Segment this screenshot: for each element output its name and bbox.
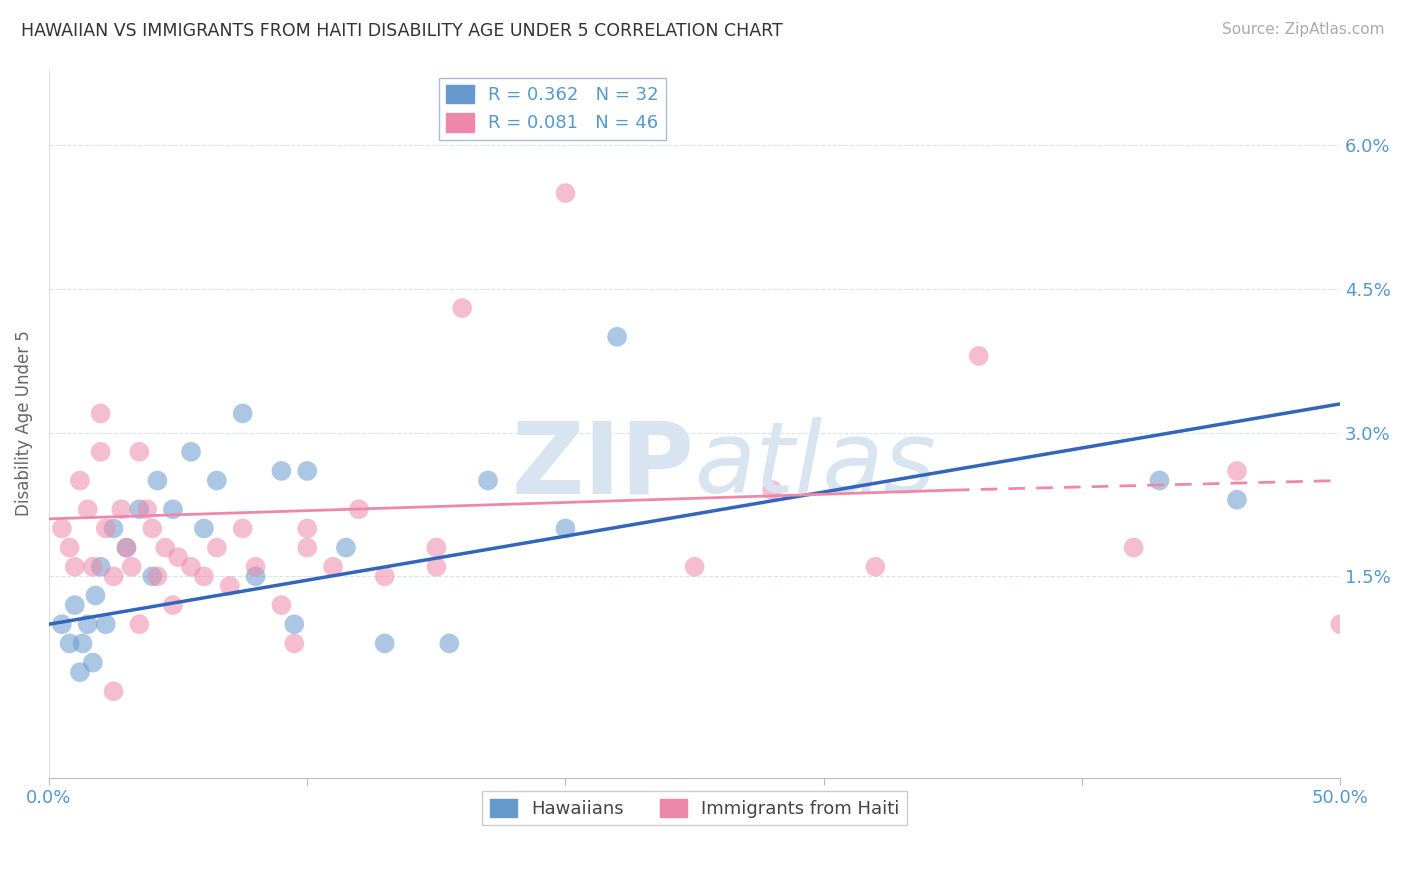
Point (51, 521, 73, 535)
Point (59, 541, 82, 555)
Point (153, 541, 176, 555)
Point (167, 550, 190, 565)
Point (1122, 541, 1144, 555)
Point (90, 444, 112, 458)
Text: atlas: atlas (695, 417, 936, 514)
Point (59, 636, 82, 650)
Point (1329, 617, 1351, 632)
Point (128, 617, 150, 632)
Point (335, 541, 357, 555)
Point (193, 521, 215, 535)
Point (1149, 474, 1171, 488)
Point (218, 579, 240, 593)
Point (270, 464, 292, 478)
Point (128, 444, 150, 458)
Point (103, 684, 125, 698)
Point (245, 559, 267, 574)
Point (115, 541, 138, 555)
Point (63, 598, 86, 612)
Point (180, 559, 202, 574)
Point (554, 521, 576, 535)
Point (146, 474, 169, 488)
Point (347, 502, 370, 516)
Point (63, 559, 86, 574)
Point (322, 559, 344, 574)
Point (205, 474, 228, 488)
Legend: Hawaiians, Immigrants from Haiti: Hawaiians, Immigrants from Haiti (482, 791, 907, 825)
Point (90, 407, 112, 421)
Point (205, 541, 228, 555)
Point (297, 521, 319, 535)
Point (554, 186, 576, 200)
Point (115, 541, 138, 555)
Point (451, 301, 474, 315)
Point (374, 569, 396, 583)
Point (94, 521, 117, 535)
Point (69, 474, 91, 488)
Point (141, 569, 163, 583)
Point (270, 598, 292, 612)
Text: Source: ZipAtlas.com: Source: ZipAtlas.com (1222, 22, 1385, 37)
Point (967, 349, 990, 363)
Point (162, 598, 184, 612)
Y-axis label: Disability Age Under 5: Disability Age Under 5 (15, 330, 32, 516)
Point (245, 569, 267, 583)
Point (477, 474, 499, 488)
Point (90, 559, 112, 574)
Point (103, 569, 125, 583)
Point (94, 617, 117, 632)
Point (761, 483, 783, 497)
Point (606, 330, 628, 344)
Point (141, 521, 163, 535)
Point (121, 559, 143, 574)
Point (425, 541, 447, 555)
Point (136, 502, 159, 516)
Point (162, 502, 184, 516)
Point (110, 502, 132, 516)
Point (82, 656, 104, 670)
Point (193, 569, 215, 583)
Point (76, 617, 98, 632)
Text: ZIP: ZIP (512, 417, 695, 514)
Point (51, 617, 73, 632)
Text: HAWAIIAN VS IMMIGRANTS FROM HAITI DISABILITY AGE UNDER 5 CORRELATION CHART: HAWAIIAN VS IMMIGRANTS FROM HAITI DISABI… (21, 22, 783, 40)
Point (283, 617, 305, 632)
Point (232, 521, 254, 535)
Point (425, 559, 447, 574)
Point (69, 665, 91, 680)
Point (297, 464, 319, 478)
Point (865, 559, 887, 574)
Point (180, 444, 202, 458)
Point (128, 502, 150, 516)
Point (283, 636, 305, 650)
Point (374, 636, 396, 650)
Point (683, 559, 706, 574)
Point (146, 569, 169, 583)
Point (82, 559, 104, 574)
Point (297, 541, 319, 555)
Point (1226, 464, 1249, 478)
Point (76, 502, 98, 516)
Point (439, 636, 461, 650)
Point (72, 636, 94, 650)
Point (1226, 492, 1249, 507)
Point (103, 521, 125, 535)
Point (232, 407, 254, 421)
Point (84, 589, 107, 603)
